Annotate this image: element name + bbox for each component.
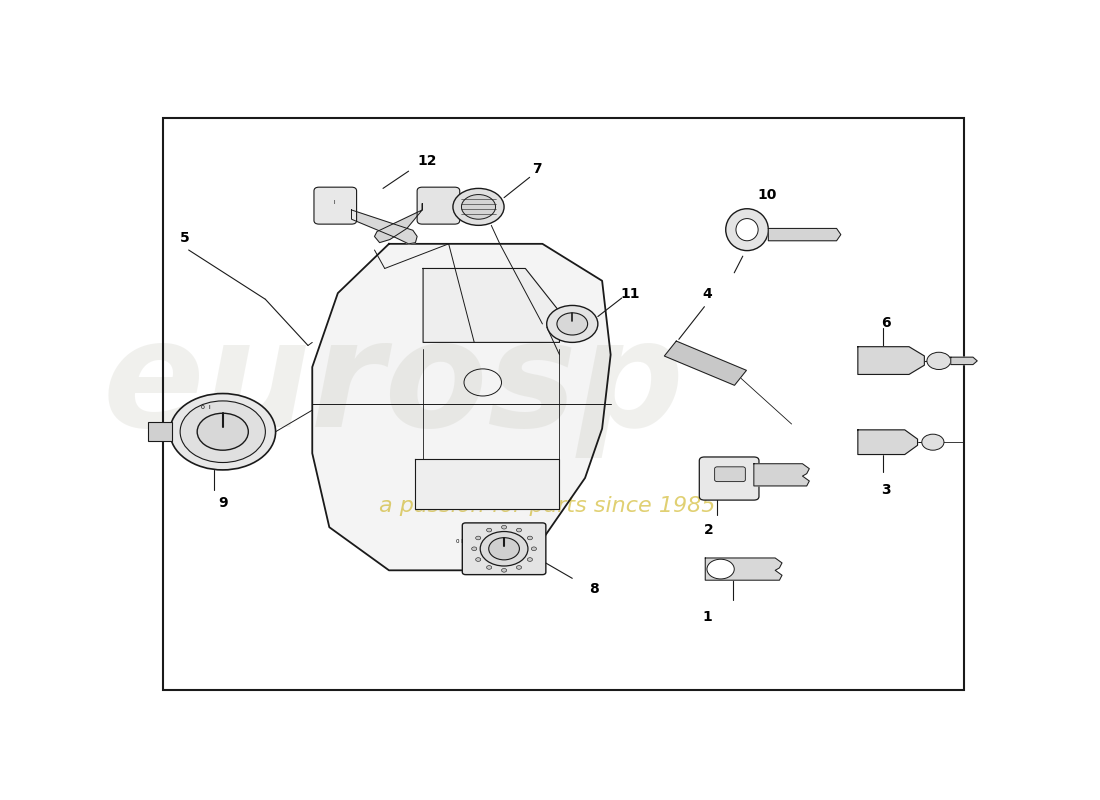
Text: 6: 6 xyxy=(881,316,891,330)
Circle shape xyxy=(502,569,507,572)
Circle shape xyxy=(502,526,507,529)
Circle shape xyxy=(922,434,944,450)
Circle shape xyxy=(516,566,521,570)
Circle shape xyxy=(472,547,476,550)
Circle shape xyxy=(488,538,519,560)
Circle shape xyxy=(481,531,528,566)
Text: 12: 12 xyxy=(418,154,437,168)
Circle shape xyxy=(557,313,587,335)
Ellipse shape xyxy=(726,209,768,250)
Polygon shape xyxy=(768,229,840,241)
Ellipse shape xyxy=(736,218,758,241)
Text: 2: 2 xyxy=(704,522,714,537)
Circle shape xyxy=(197,414,249,450)
Text: I: I xyxy=(333,200,336,205)
FancyBboxPatch shape xyxy=(700,457,759,500)
Polygon shape xyxy=(858,430,917,454)
Polygon shape xyxy=(312,244,610,570)
Text: 1: 1 xyxy=(702,610,712,623)
Text: 0 I: 0 I xyxy=(456,538,463,544)
Text: 11: 11 xyxy=(620,287,640,302)
Polygon shape xyxy=(352,210,417,244)
Text: eurosp: eurosp xyxy=(102,313,684,458)
Polygon shape xyxy=(374,204,422,242)
Circle shape xyxy=(486,528,492,532)
Text: 10: 10 xyxy=(757,187,777,202)
Bar xyxy=(147,422,172,441)
Circle shape xyxy=(531,547,537,550)
FancyBboxPatch shape xyxy=(417,187,460,224)
Text: 4: 4 xyxy=(702,287,712,302)
Circle shape xyxy=(527,536,532,540)
Circle shape xyxy=(547,306,598,342)
FancyBboxPatch shape xyxy=(715,467,746,482)
Text: 7: 7 xyxy=(531,162,541,176)
Polygon shape xyxy=(424,269,560,342)
FancyBboxPatch shape xyxy=(462,523,546,574)
Circle shape xyxy=(169,394,276,470)
Text: 8: 8 xyxy=(588,582,598,596)
Text: 0  I: 0 I xyxy=(201,405,211,410)
Circle shape xyxy=(475,558,481,562)
Polygon shape xyxy=(754,464,810,486)
Text: 5: 5 xyxy=(179,230,189,245)
Circle shape xyxy=(453,189,504,226)
Circle shape xyxy=(462,194,495,219)
Circle shape xyxy=(486,566,492,570)
Circle shape xyxy=(516,528,521,532)
Circle shape xyxy=(527,558,532,562)
Polygon shape xyxy=(858,346,924,374)
Polygon shape xyxy=(705,558,782,580)
Text: 9: 9 xyxy=(218,495,228,510)
Circle shape xyxy=(475,536,481,540)
FancyBboxPatch shape xyxy=(314,187,356,224)
Circle shape xyxy=(180,401,265,462)
Polygon shape xyxy=(415,459,560,509)
Polygon shape xyxy=(950,357,977,365)
Text: a passion for parts since 1985: a passion for parts since 1985 xyxy=(378,496,715,516)
Text: 3: 3 xyxy=(881,483,891,498)
Circle shape xyxy=(927,352,950,370)
Polygon shape xyxy=(664,341,747,386)
Circle shape xyxy=(707,559,735,579)
